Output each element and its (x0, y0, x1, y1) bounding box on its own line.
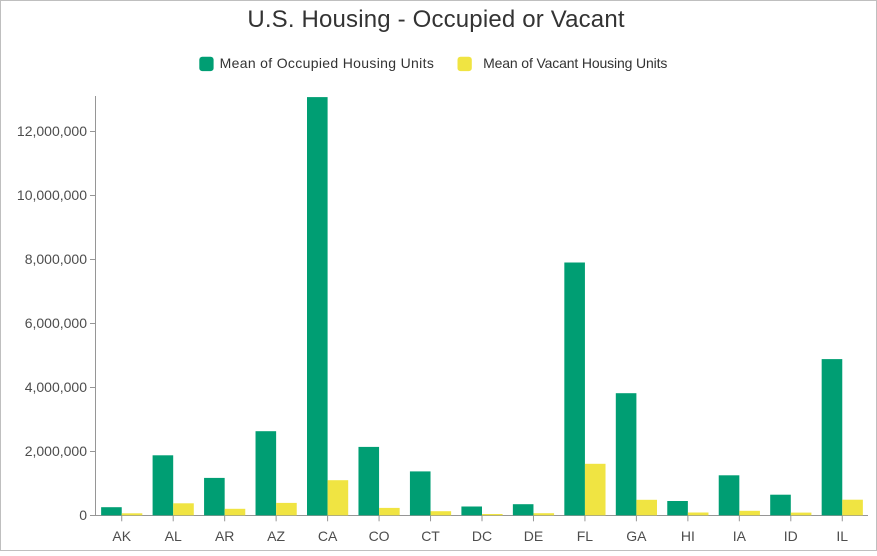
svg-text:6,000,000: 6,000,000 (25, 315, 87, 331)
svg-text:4,000,000: 4,000,000 (25, 379, 87, 395)
svg-text:FL: FL (577, 528, 594, 544)
svg-text:10,000,000: 10,000,000 (17, 187, 87, 203)
svg-text:8,000,000: 8,000,000 (25, 251, 87, 267)
svg-text:2,000,000: 2,000,000 (25, 443, 87, 459)
svg-text:DE: DE (524, 528, 543, 544)
svg-text:ID: ID (784, 528, 798, 544)
svg-text:Mean of Occupied Housing Units: Mean of Occupied Housing Units (220, 55, 435, 71)
svg-text:U.S. Housing - Occupied or Vac: U.S. Housing - Occupied or Vacant (247, 6, 625, 33)
svg-text:CA: CA (318, 528, 338, 544)
svg-text:AK: AK (112, 528, 131, 544)
svg-text:12,000,000: 12,000,000 (17, 123, 87, 139)
svg-text:AR: AR (215, 528, 234, 544)
svg-text:Mean of Vacant Housing Units: Mean of Vacant Housing Units (483, 55, 667, 71)
svg-text:GA: GA (626, 528, 647, 544)
svg-text:0: 0 (79, 507, 87, 523)
svg-text:AZ: AZ (267, 528, 285, 544)
svg-text:AL: AL (165, 528, 182, 544)
svg-text:CO: CO (369, 528, 390, 544)
svg-text:IL: IL (836, 528, 848, 544)
svg-text:DC: DC (472, 528, 492, 544)
svg-text:CT: CT (421, 528, 440, 544)
svg-text:IA: IA (733, 528, 747, 544)
svg-text:HI: HI (681, 528, 695, 544)
